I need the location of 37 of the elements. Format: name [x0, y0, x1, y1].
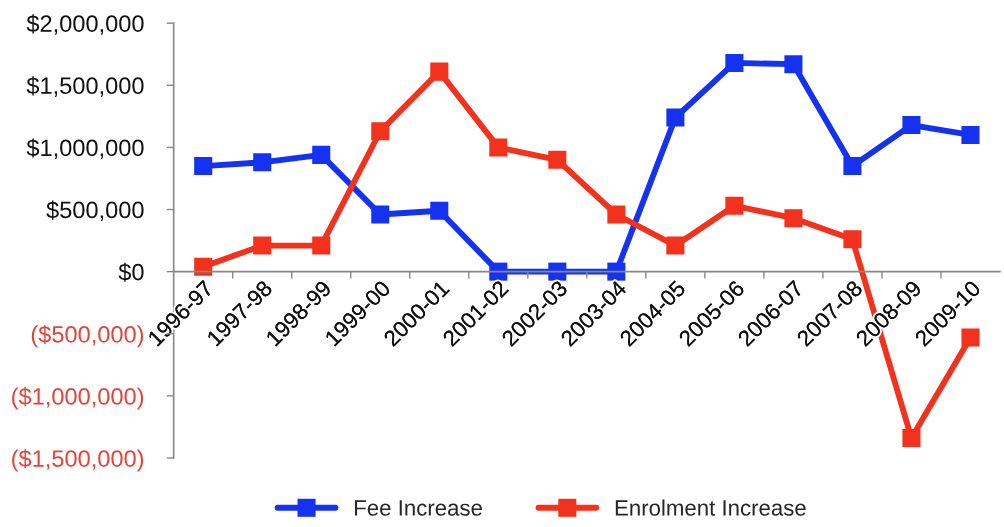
y-tick-label: $1,000,000	[26, 138, 144, 159]
y-tick-label: ($500,000)	[31, 325, 144, 348]
point	[784, 209, 803, 228]
legend-label: Fee Increase	[355, 500, 482, 516]
point	[666, 236, 685, 255]
point	[843, 230, 862, 249]
point	[489, 138, 508, 157]
point	[666, 108, 685, 127]
point	[725, 53, 744, 72]
point	[902, 429, 921, 448]
point	[430, 201, 449, 220]
point	[312, 236, 331, 255]
point	[843, 157, 862, 176]
y-tick-label: ($1,500,000)	[12, 449, 144, 472]
point	[371, 205, 390, 224]
point	[548, 150, 567, 169]
point	[902, 116, 921, 135]
point	[784, 55, 803, 74]
point	[607, 205, 626, 224]
point	[253, 153, 272, 172]
legend-label: Enrolment Increase	[615, 499, 806, 516]
point	[725, 196, 744, 215]
y-tick-label: $2,000,000	[26, 14, 144, 35]
point	[371, 122, 390, 141]
y-tick-label: ($1,000,000)	[12, 387, 144, 410]
y-tick-label: $0	[118, 262, 144, 282]
point	[194, 257, 213, 276]
point	[312, 145, 331, 164]
point	[194, 157, 213, 176]
point	[607, 262, 626, 281]
point	[430, 62, 449, 81]
y-tick-label: $500,000	[46, 200, 144, 222]
point	[253, 236, 272, 255]
point	[961, 125, 980, 145]
point	[548, 262, 567, 281]
y-tick-label: $1,500,000	[26, 76, 144, 97]
point	[489, 262, 508, 281]
